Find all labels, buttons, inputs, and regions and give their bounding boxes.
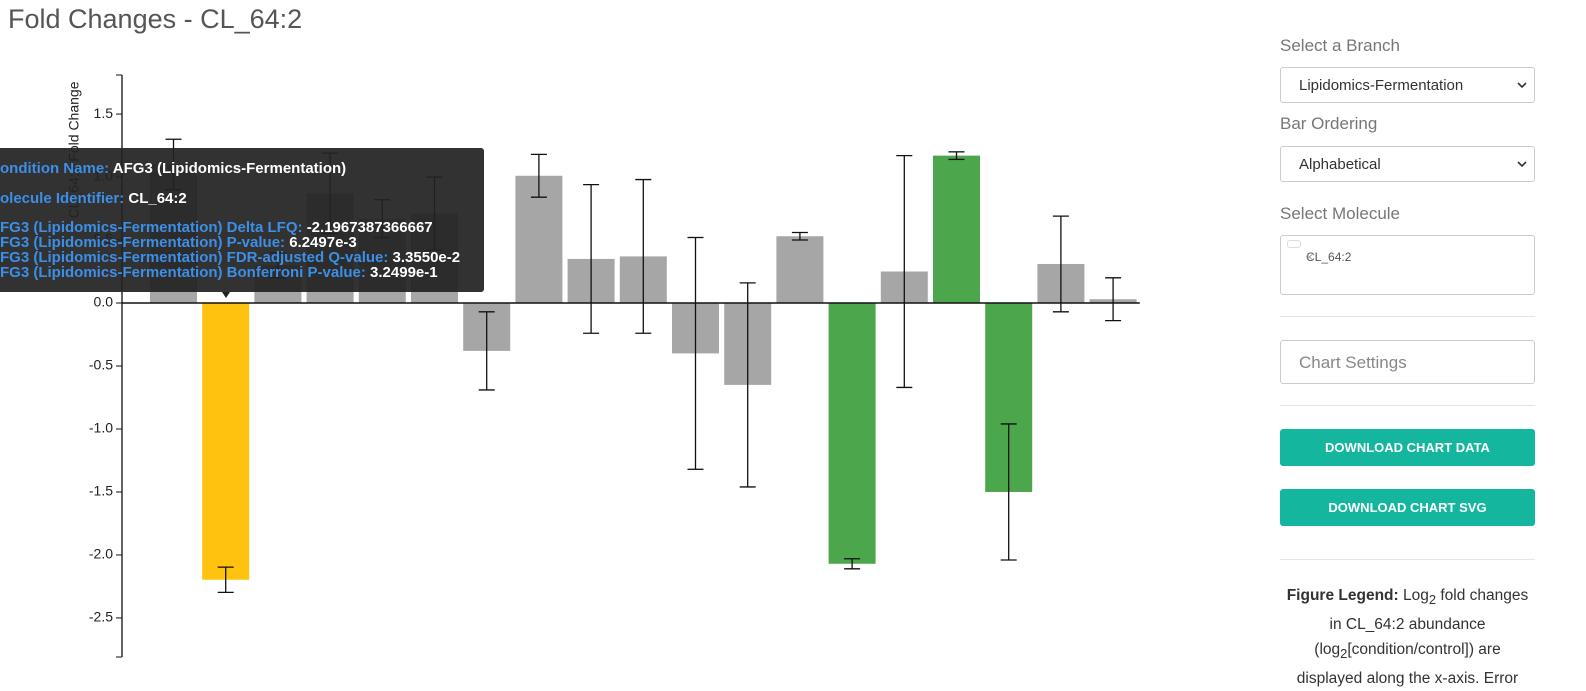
tooltip-row: FG3 (Lipidomics-Fermentation) P-value: 6… (0, 234, 357, 251)
branch-select[interactable]: Lipidomics-Fermentation (1280, 67, 1535, 103)
tooltip-label: olecule Identifier: (0, 190, 125, 207)
chip-remove[interactable]: × (1306, 250, 1314, 264)
branch-label: Select a Branch (1280, 36, 1401, 55)
error-bar (217, 566, 234, 593)
bar (202, 303, 250, 580)
y-tick-label: -1.0 (89, 420, 113, 436)
tooltip-value: CL_64:2 (128, 190, 187, 207)
branch-value: Lipidomics-Fermentation (1299, 77, 1464, 94)
tooltip-label: FG3 (Lipidomics-Fermentation) P-value: (0, 234, 286, 251)
legend-heading: Figure Legend: (1286, 587, 1399, 604)
legend-text: fold changes in CL_64:2 abundance (log (1314, 587, 1529, 659)
tooltip: ondition Name: AFG3 (Lipidomics-Fermenta… (0, 148, 484, 292)
legend-sub: 2 (1340, 646, 1348, 662)
divider (1280, 405, 1535, 406)
chevron (1517, 82, 1527, 89)
bar (933, 155, 980, 304)
chip-text: CL_64:2 (1306, 250, 1352, 264)
error-bar (1105, 277, 1122, 322)
chart: -2.5-2.0-1.5-1.0-0.50.00.51.01.5CL_64:2 … (66, 74, 1140, 658)
tooltip-value: 3.3550e-2 (392, 249, 461, 266)
tooltip-row: ondition Name: AFG3 (Lipidomics-Fermenta… (0, 160, 346, 177)
y-tick-label: 0.0 (94, 294, 114, 310)
tooltip-value: -2.1967387366667 (306, 219, 433, 236)
divider (1280, 316, 1535, 317)
error-bar (687, 236, 704, 470)
error-bar (530, 153, 547, 198)
error-bar (583, 183, 600, 334)
download-svg-button[interactable]: DOWNLOAD CHART SVG (1280, 489, 1535, 526)
tooltip-row: FG3 (Lipidomics-Fermentation) Bonferroni… (0, 264, 438, 281)
chart-title: Fold Changes - CL_64:2 (8, 4, 303, 34)
bar (828, 303, 876, 564)
error-bar (635, 178, 652, 334)
error-bar (844, 558, 861, 570)
molecule-label: Select Molecule (1280, 204, 1401, 223)
y-tick-label: -0.5 (89, 357, 113, 373)
ordering-select[interactable]: Alphabetical (1280, 146, 1535, 182)
y-tick-label: -1.5 (89, 483, 113, 499)
legend-text: [condition/control]) are displayed along… (1296, 641, 1519, 688)
molecule-chip: CL_64:2 × (1287, 240, 1351, 264)
tooltip-value: AFG3 (Lipidomics-Fermentation) (112, 160, 347, 177)
molecule-select[interactable]: CL_64:2 × (1280, 235, 1535, 295)
divider (1280, 559, 1535, 560)
bar (776, 236, 824, 304)
tooltip-row: FG3 (Lipidomics-Fermentation) Delta LFQ:… (0, 219, 433, 236)
chart-settings[interactable]: Chart Settings (1280, 340, 1535, 384)
tooltip-label: FG3 (Lipidomics-Fermentation) FDR-adjust… (0, 249, 389, 266)
error-bar (739, 282, 756, 488)
tooltip-label: FG3 (Lipidomics-Fermentation) Bonferroni… (0, 264, 366, 281)
tooltip-label: FG3 (Lipidomics-Fermentation) Delta LFQ: (0, 219, 303, 236)
error-bar (1052, 215, 1069, 313)
ordering-label: Bar Ordering (1280, 114, 1378, 133)
settings-text: Chart Settings (1299, 353, 1407, 372)
error-bar (896, 154, 913, 389)
error-bar (948, 151, 965, 161)
error-bar (1000, 423, 1017, 561)
tooltip-label: ondition Name: (0, 160, 110, 177)
chevron (1517, 161, 1527, 168)
figure-legend: Figure Legend: Log2 fold changes in CL_6… (1280, 583, 1535, 691)
error-bar (791, 231, 808, 241)
tooltip-value: 3.2499e-1 (370, 264, 438, 281)
y-tick-label: -2.0 (89, 546, 113, 562)
y-tick-label: 1.5 (94, 105, 114, 121)
legend-text: Log (1402, 587, 1429, 604)
tooltip-arrow (222, 292, 230, 298)
tooltip-value: 6.2497e-3 (289, 234, 357, 251)
tooltip-row: FG3 (Lipidomics-Fermentation) FDR-adjust… (0, 249, 460, 266)
y-tick-label: -2.5 (89, 609, 113, 625)
legend-sub: 2 (1428, 592, 1437, 608)
error-bar (478, 311, 495, 391)
ordering-value: Alphabetical (1299, 156, 1381, 173)
download-data-button[interactable]: DOWNLOAD CHART DATA (1280, 429, 1535, 466)
tooltip-row: olecule Identifier: CL_64:2 (0, 190, 187, 207)
